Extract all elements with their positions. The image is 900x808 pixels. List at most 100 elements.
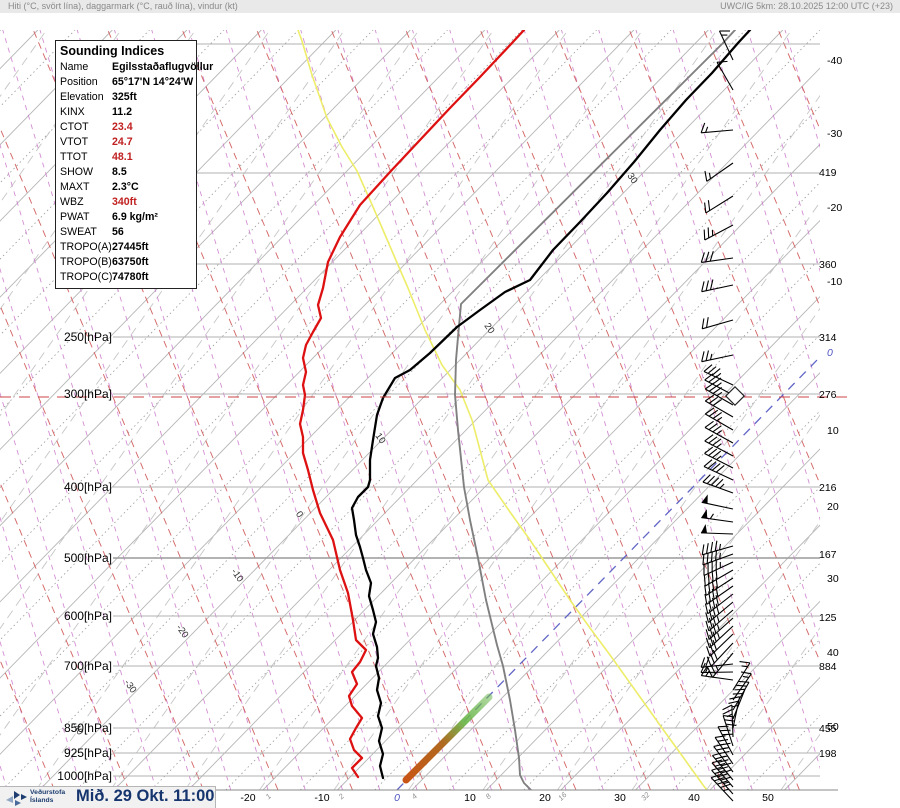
indices-row-value: 65°17'N 14°24'W [112, 76, 194, 88]
svg-text:0: 0 [394, 792, 400, 804]
wind-barb [701, 540, 734, 556]
indices-row-value: 23.4 [112, 121, 133, 133]
svg-text:1: 1 [264, 792, 273, 801]
indices-row: PWAT 6.9 kg/m² [60, 210, 192, 225]
svg-text:4: 4 [410, 792, 419, 801]
svg-text:20: 20 [482, 321, 497, 336]
svg-text:600[hPa]: 600[hPa] [64, 609, 112, 623]
indices-row: TTOT 48.1 [60, 150, 192, 165]
wind-barb [704, 407, 734, 431]
svg-text:360: 360 [819, 259, 837, 271]
model-run-text: UWC/IG 5km: 28.10.2025 12:00 UTC (+23) [720, 1, 893, 11]
svg-text:-20: -20 [240, 792, 255, 804]
indices-row-value: 27445ft [112, 241, 149, 253]
indices-row-value: 6.9 kg/m² [112, 211, 158, 223]
wind-barb [704, 394, 734, 418]
legend-text: Hiti (°C, svört lína), daggarmark (°C, r… [8, 1, 238, 11]
wind-barb [704, 420, 734, 444]
wind-barb [717, 725, 734, 756]
indices-row-value: 56 [112, 226, 124, 238]
indices-row: TROPO(C) 74780ft [60, 270, 192, 285]
indices-row: KINX 11.2 [60, 105, 192, 120]
vedurstofa-logo-text: Veðurstofa Íslands [30, 789, 66, 804]
svg-text:30: 30 [827, 573, 839, 585]
indices-row-label: TTOT [60, 151, 88, 163]
svg-text:-10: -10 [827, 276, 842, 288]
indices-row: Name Egilsstaðaflugvöllur [60, 60, 213, 75]
wind-barb [703, 364, 734, 386]
wind-barb [701, 494, 734, 510]
wind-barb [704, 195, 734, 214]
wind-barb [716, 60, 734, 91]
indices-title: Sounding Indices [60, 44, 165, 58]
indices-row-label: VTOT [60, 136, 89, 148]
indices-row: SWEAT 56 [60, 225, 192, 240]
svg-text:216: 216 [819, 482, 837, 494]
top-info-bar: Hiti (°C, svört lína), daggarmark (°C, r… [0, 0, 900, 13]
indices-row: TROPO(B) 63750ft [60, 255, 192, 270]
indices-row-label: Position [60, 76, 98, 88]
height-labels-right: 419 360 314 276 216 167 125 884 455 198 [819, 167, 837, 760]
plot-area [0, 30, 820, 790]
indices-row-label: Name [60, 61, 89, 73]
indices-row: TROPO(A) 27445ft [60, 240, 192, 255]
svg-text:884: 884 [819, 661, 837, 673]
indices-row: VTOT 24.7 [60, 135, 192, 150]
indices-row-value: 2.3°C [112, 181, 139, 193]
valid-time-label: Mið. 29 Okt. 11:00 [76, 787, 215, 805]
svg-text:10: 10 [373, 431, 388, 446]
svg-text:-40: -40 [827, 55, 842, 67]
wind-barb [732, 671, 752, 701]
svg-text:20: 20 [827, 501, 839, 513]
standard-atmosphere-curve [454, 30, 736, 790]
wind-barb [704, 585, 734, 605]
wind-barb [705, 601, 734, 623]
indices-row-value: 340ft [112, 196, 137, 208]
wind-barb [704, 593, 734, 615]
svg-text:-20: -20 [827, 202, 842, 214]
indices-row-label: TROPO(C) [60, 271, 113, 283]
indices-row-label: CTOT [60, 121, 89, 133]
wind-barb [701, 509, 734, 523]
wind-barb [701, 350, 734, 363]
svg-text:300[hPa]: 300[hPa] [64, 387, 112, 401]
wind-barb [701, 317, 734, 330]
vedurstofa-logo-icon [6, 791, 27, 806]
wind-barb [703, 568, 734, 587]
wind-barb [701, 279, 734, 293]
wind-barb [704, 446, 734, 469]
indices-row-value: 325ft [112, 91, 137, 103]
indices-row-label: KINX [60, 106, 85, 118]
svg-text:0: 0 [293, 509, 305, 520]
indices-row: MAXT 2.3°C [60, 180, 192, 195]
svg-text:-30: -30 [827, 128, 842, 140]
svg-text:700[hPa]: 700[hPa] [64, 659, 112, 673]
indices-row: WBZ 340ft [60, 195, 192, 210]
indices-row-value: 24.7 [112, 136, 133, 148]
wind-barb [710, 773, 734, 802]
svg-text:500[hPa]: 500[hPa] [64, 551, 112, 565]
indices-row-value: 74780ft [112, 271, 149, 283]
wind-barb-column [700, 30, 752, 802]
indices-row: Elevation 325ft [60, 90, 192, 105]
tropopause-diamond-marker [724, 385, 746, 407]
wind-barb [705, 625, 734, 649]
indices-row: CTOT 23.4 [60, 120, 192, 135]
svg-text:850[hPa]: 850[hPa] [64, 721, 112, 735]
wind-barb [728, 696, 741, 729]
svg-text:40: 40 [688, 792, 700, 804]
indices-row: Position 65°17'N 14°24'W [60, 75, 194, 90]
wind-barb [700, 122, 734, 134]
indices-row-value: 63750ft [112, 256, 149, 268]
wind-barb [732, 680, 750, 711]
svg-text:125: 125 [819, 612, 837, 624]
wind-barb [703, 459, 734, 481]
svg-text:-10: -10 [314, 792, 329, 804]
yellow-reference-curve [297, 30, 708, 790]
svg-text:30: 30 [625, 171, 640, 186]
temperature-curve [350, 30, 752, 780]
svg-text:0: 0 [827, 347, 833, 359]
indices-row-label: TROPO(B) [60, 256, 112, 268]
wind-barb [704, 434, 734, 457]
